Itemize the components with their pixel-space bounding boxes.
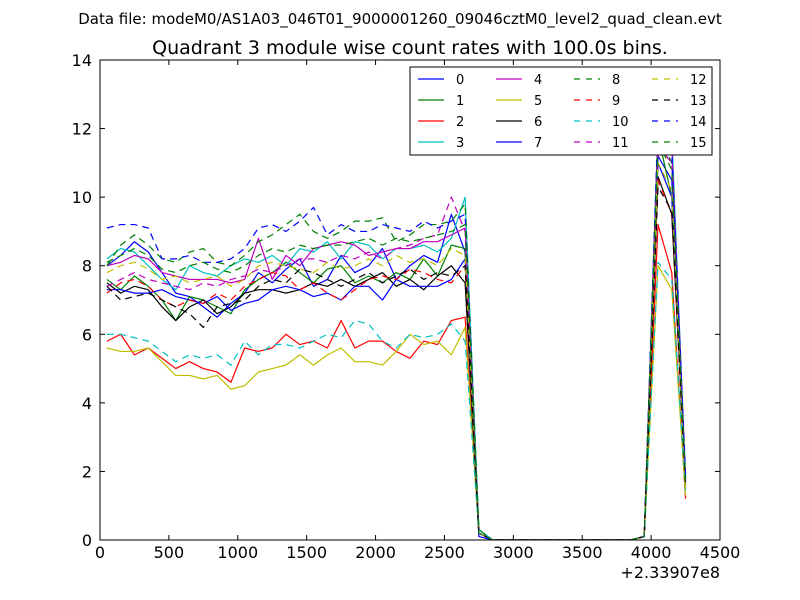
series-line-8 <box>106 131 687 540</box>
series-line-3 <box>106 127 687 540</box>
chart-suptitle: Data file: modeM0/AS1A03_046T01_90000012… <box>78 10 722 29</box>
series-lines <box>106 121 687 540</box>
series-line-13 <box>106 186 687 540</box>
legend-label-11: 11 <box>612 136 629 151</box>
series-line-2 <box>106 223 687 540</box>
x-tick-label: 4000 <box>631 543 672 562</box>
y-tick-label: 12 <box>72 120 92 139</box>
y-tick-label: 10 <box>72 188 92 207</box>
y-tick-label: 4 <box>82 394 92 413</box>
legend-label-2: 2 <box>456 115 464 130</box>
legend-label-0: 0 <box>456 73 464 88</box>
legend-label-5: 5 <box>534 94 542 109</box>
legend-label-10: 10 <box>612 115 629 130</box>
series-line-9 <box>106 179 687 540</box>
series-line-6 <box>106 175 687 540</box>
legend-label-8: 8 <box>612 73 620 88</box>
x-tick-label: 1000 <box>217 543 258 562</box>
series-line-10 <box>106 261 687 540</box>
x-tick-label: 0 <box>95 543 105 562</box>
plot-area: 0 500 1000 1500 2000 2500 3000 3500 4000 4500 0 2 4 6… <box>72 51 741 562</box>
legend-label-3: 3 <box>456 136 464 151</box>
x-tick-label: 500 <box>154 543 185 562</box>
legend-label-1: 1 <box>456 94 464 109</box>
x-tick-label: 2000 <box>355 543 396 562</box>
x-tick-label: 4500 <box>700 543 741 562</box>
legend-label-6: 6 <box>534 115 542 130</box>
x-offset-label: +2.33907e8 <box>620 563 720 582</box>
y-tick-label: 2 <box>82 462 92 481</box>
x-tick-label: 3500 <box>562 543 603 562</box>
y-tick-label: 14 <box>72 51 92 70</box>
legend-label-15: 15 <box>690 136 707 151</box>
series-line-5 <box>106 265 687 540</box>
legend-label-14: 14 <box>690 115 707 130</box>
x-tick-label: 3000 <box>493 543 534 562</box>
legend-label-12: 12 <box>690 73 707 88</box>
legend-box <box>409 66 713 156</box>
series-line-11 <box>106 145 687 540</box>
series-line-1 <box>106 134 687 540</box>
plot-frame <box>99 59 721 541</box>
legend-label-9: 9 <box>612 94 620 109</box>
legend-label-13: 13 <box>690 94 707 109</box>
series-line-14 <box>106 121 687 540</box>
y-tick-label: 0 <box>82 531 92 550</box>
y-tick-label: 8 <box>82 257 92 276</box>
x-tick-label: 2500 <box>424 543 465 562</box>
legend-label-4: 4 <box>534 73 542 88</box>
x-tick-label: 1500 <box>286 543 327 562</box>
series-line-15 <box>106 141 687 540</box>
chart-title: Quadrant 3 module wise count rates with … <box>152 37 668 59</box>
legend-label-7: 7 <box>534 136 542 151</box>
y-tick-label: 6 <box>82 325 92 344</box>
series-line-4 <box>106 127 687 540</box>
